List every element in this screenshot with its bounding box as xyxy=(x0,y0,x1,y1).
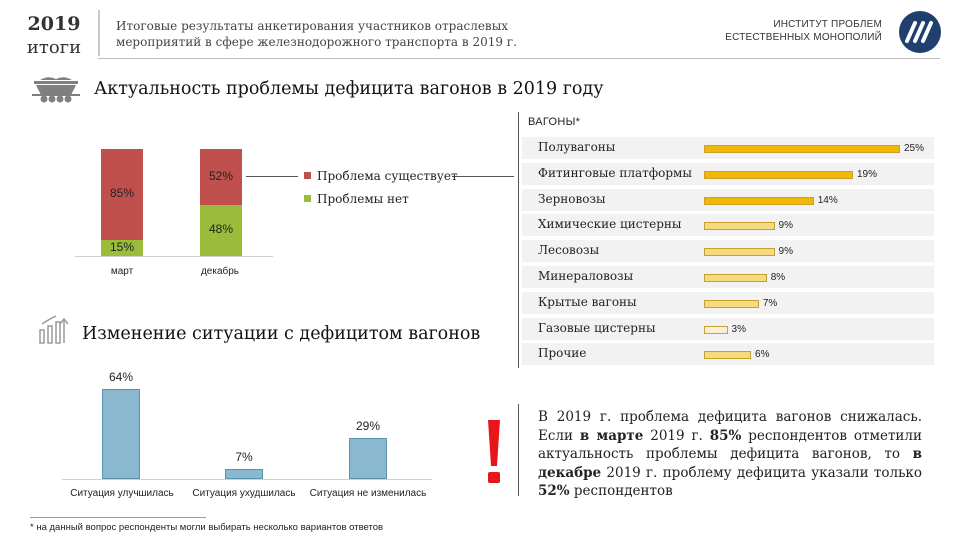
chart3-axis xyxy=(62,479,432,480)
wagon-row xyxy=(522,317,934,340)
note-text: В 2019 г. проблема дефицита вагонов сниж… xyxy=(538,409,922,444)
wagon-bar-value: 6% xyxy=(755,349,770,361)
growth-chart-icon xyxy=(39,315,69,344)
legend-label: Проблема существует xyxy=(317,169,458,183)
wagon-bar xyxy=(704,274,767,282)
wagon-bar xyxy=(704,145,900,153)
legend-leader-line xyxy=(246,176,298,177)
bar-segment xyxy=(101,239,143,256)
legend-swatch xyxy=(304,172,311,179)
footnote: * на данный вопрос респонденты могли выб… xyxy=(30,522,384,533)
panel-divider xyxy=(518,112,519,368)
chart1-category-label: март xyxy=(110,266,134,277)
note-highlight: 52% xyxy=(538,483,570,499)
note-highlight: в декабре xyxy=(538,446,922,481)
legend-leader-line xyxy=(452,176,514,177)
report-subtitle: Итоговые результаты анкетирования участн… xyxy=(116,18,536,50)
wagon-bar-value: 7% xyxy=(762,297,778,309)
wagon-bar-value: 14% xyxy=(817,194,838,206)
note-text: респондентов отметили актуальность пробл… xyxy=(538,427,922,463)
data-label: 29% xyxy=(355,419,381,434)
wagon-row-label: Прочие xyxy=(538,346,587,361)
chart1-axis xyxy=(75,256,273,257)
wagon-bar xyxy=(704,351,752,360)
wagon-bar xyxy=(704,325,728,334)
wagon-row-label: Крытые вагоны xyxy=(538,294,637,309)
ipem-logo-icon xyxy=(899,11,941,53)
report-subtitle-line-2: мероприятий в сфере железнодорожного тра… xyxy=(116,35,517,49)
note-highlight: в марте xyxy=(579,427,644,444)
bar-segment xyxy=(200,149,242,205)
year: 2019 xyxy=(27,13,81,35)
note-divider xyxy=(518,404,519,496)
conclusion-note: В 2019 г. проблема дефицита вагонов сниж… xyxy=(538,408,922,501)
chart3-category-label: Ситуация улучшилась xyxy=(70,488,174,499)
wagon-bar xyxy=(704,222,775,231)
footnote-rule xyxy=(30,517,206,518)
report-subtitle-line-1: Итоговые результаты анкетирования участн… xyxy=(116,19,509,33)
wagon-row-label: Фитинговые платформы xyxy=(538,165,692,180)
railcar-icon xyxy=(32,77,80,103)
chart3-category-label: Ситуация ухудшилась xyxy=(192,488,296,499)
wagon-bar-value: 9% xyxy=(778,220,793,232)
header-rule xyxy=(98,58,940,59)
chart3-category-label: Ситуация не изменилась xyxy=(309,488,427,499)
wagon-bar xyxy=(704,170,853,179)
note-text: 2019 г. проблему дефицита указали только xyxy=(601,464,922,481)
institute-name: ИНСТИТУТ ПРОБЛЕМ ЕСТЕСТВЕННЫХ МОНОПОЛИЙ xyxy=(690,18,882,44)
bar-segment xyxy=(200,204,242,256)
data-label: 15% xyxy=(109,239,135,254)
data-label: 52% xyxy=(208,168,234,183)
data-label: 64% xyxy=(108,370,134,384)
year-subtitle: итоги xyxy=(26,37,82,58)
legend-label: Проблемы нет xyxy=(317,192,409,206)
bar xyxy=(225,469,263,479)
bar xyxy=(349,438,387,479)
wagon-bar-value: 19% xyxy=(856,168,877,180)
note-text: 2019 г. xyxy=(643,427,710,444)
wagon-bar xyxy=(704,196,814,205)
wagon-bar-value: 3% xyxy=(731,323,746,335)
data-label: 7% xyxy=(235,450,253,465)
institute-name-line-2: ЕСТЕСТВЕННЫХ МОНОПОЛИЙ xyxy=(725,32,882,43)
note-highlight: 85% xyxy=(709,427,742,444)
wagon-bar-value: 25% xyxy=(904,143,925,154)
section-title-change: Изменение ситуации с дефицитом вагонов xyxy=(82,324,481,344)
legend-swatch xyxy=(304,195,311,202)
wagons-panel-title: ВАГОНЫ* xyxy=(528,116,581,128)
wagon-bar-value: 8% xyxy=(770,272,786,283)
wagon-bar-value: 9% xyxy=(778,246,793,258)
legend-item-no-problem: Проблемы нет xyxy=(304,192,409,206)
chart1-category-label: декабрь xyxy=(200,266,240,277)
exclamation-icon xyxy=(484,420,504,486)
data-label: 48% xyxy=(208,222,234,237)
wagon-row-label: Полувагоны xyxy=(538,140,616,154)
wagon-bar xyxy=(704,248,775,257)
wagon-row-label: Лесовозы xyxy=(538,243,600,258)
note-text: респондентов xyxy=(569,483,673,499)
header-divider xyxy=(98,10,100,56)
legend-item-problem-exists: Проблема существует xyxy=(304,169,458,183)
wagon-row-label: Минераловозы xyxy=(538,269,634,283)
wagon-row-label: Зерновозы xyxy=(538,191,606,206)
wagon-bar xyxy=(704,299,759,308)
wagon-row-label: Газовые цистерны xyxy=(538,320,656,335)
institute-name-line-1: ИНСТИТУТ ПРОБЛЕМ xyxy=(773,19,882,30)
bar xyxy=(102,389,140,479)
section-title-relevance: Актуальность проблемы дефицита вагонов в… xyxy=(94,79,604,99)
data-label: 85% xyxy=(109,186,135,201)
wagon-row-label: Химические цистерны xyxy=(538,217,682,232)
bar-segment xyxy=(101,149,143,240)
